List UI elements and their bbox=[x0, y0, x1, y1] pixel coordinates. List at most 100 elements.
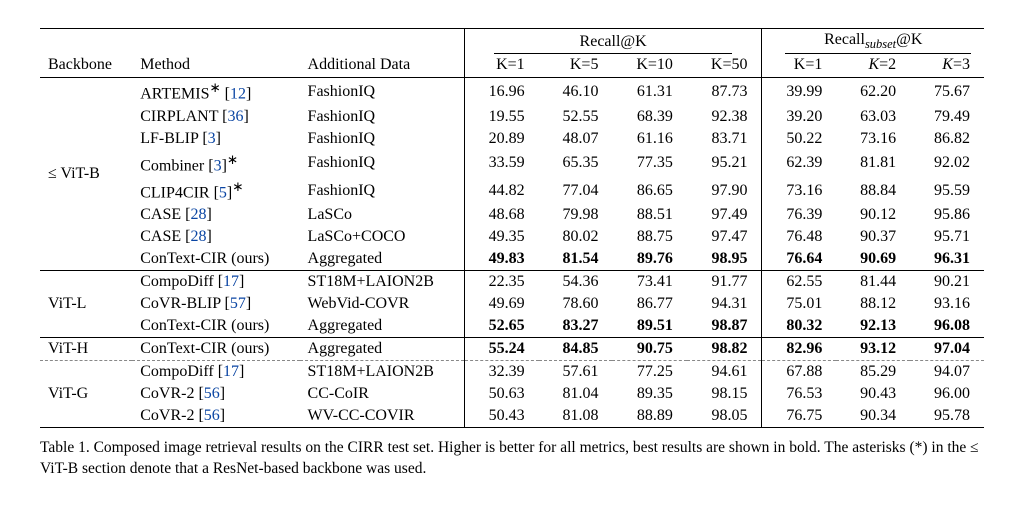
value-cell: 90.21 bbox=[910, 271, 984, 294]
value-cell: 89.76 bbox=[612, 248, 686, 271]
value-cell: 88.75 bbox=[612, 226, 686, 248]
table-body: ≤ ViT-BARTEMIS∗ [12]FashionIQ16.9646.106… bbox=[40, 78, 984, 428]
value-cell: 97.47 bbox=[687, 226, 762, 248]
value-cell: 46.10 bbox=[539, 78, 613, 106]
col-additional-data: Additional Data bbox=[300, 54, 465, 78]
value-cell: 52.65 bbox=[464, 315, 538, 338]
value-cell: 50.43 bbox=[464, 405, 538, 428]
value-cell: 48.68 bbox=[464, 204, 538, 226]
value-cell: 76.75 bbox=[762, 405, 836, 428]
col-ks3: K=3 bbox=[910, 54, 984, 78]
col-method: Method bbox=[132, 54, 299, 78]
value-cell: 33.59 bbox=[464, 150, 538, 177]
value-cell: 90.12 bbox=[836, 204, 910, 226]
table-row: CLIP4CIR [5]∗FashionIQ44.8277.0486.6597.… bbox=[40, 177, 984, 204]
col-ks1: K=1 bbox=[762, 54, 836, 78]
value-cell: 95.21 bbox=[687, 150, 762, 177]
method-cell: CoVR-2 [56] bbox=[132, 405, 299, 428]
citation-link[interactable]: 57 bbox=[230, 295, 246, 312]
citation-link[interactable]: 28 bbox=[190, 228, 206, 245]
value-cell: 76.64 bbox=[762, 248, 836, 271]
value-cell: 49.35 bbox=[464, 226, 538, 248]
additional-data-cell: FashionIQ bbox=[300, 150, 465, 177]
value-cell: 84.85 bbox=[539, 338, 613, 361]
value-cell: 62.55 bbox=[762, 271, 836, 294]
value-cell: 48.07 bbox=[539, 128, 613, 150]
value-cell: 89.35 bbox=[612, 383, 686, 405]
value-cell: 76.39 bbox=[762, 204, 836, 226]
table-row: CoVR-2 [56]CC-CoIR50.6381.0489.3598.1576… bbox=[40, 383, 984, 405]
additional-data-cell: ST18M+LAION2B bbox=[300, 271, 465, 294]
value-cell: 94.61 bbox=[687, 361, 762, 384]
value-cell: 62.39 bbox=[762, 150, 836, 177]
citation-link[interactable]: 3 bbox=[214, 157, 222, 174]
additional-data-cell: ST18M+LAION2B bbox=[300, 361, 465, 384]
value-cell: 16.96 bbox=[464, 78, 538, 106]
citation-link[interactable]: 28 bbox=[190, 206, 206, 223]
citation-link[interactable]: 17 bbox=[223, 273, 239, 290]
value-cell: 88.89 bbox=[612, 405, 686, 428]
method-cell: ConText-CIR (ours) bbox=[132, 315, 299, 338]
value-cell: 90.69 bbox=[836, 248, 910, 271]
value-cell: 93.16 bbox=[910, 293, 984, 315]
citation-link[interactable]: 36 bbox=[228, 108, 244, 125]
citation-link[interactable]: 12 bbox=[230, 86, 246, 103]
additional-data-cell: FashionIQ bbox=[300, 177, 465, 204]
value-cell: 50.63 bbox=[464, 383, 538, 405]
value-cell: 97.49 bbox=[687, 204, 762, 226]
additional-data-cell: FashionIQ bbox=[300, 78, 465, 106]
value-cell: 68.39 bbox=[612, 106, 686, 128]
citation-link[interactable]: 56 bbox=[204, 385, 220, 402]
value-cell: 86.82 bbox=[910, 128, 984, 150]
method-cell: Combiner [3]∗ bbox=[132, 150, 299, 177]
value-cell: 49.83 bbox=[464, 248, 538, 271]
citation-link[interactable]: 5 bbox=[219, 184, 227, 201]
additional-data-cell: FashionIQ bbox=[300, 106, 465, 128]
col-k5: K=5 bbox=[539, 54, 613, 78]
backbone-cell: ViT-H bbox=[40, 338, 132, 361]
value-cell: 86.77 bbox=[612, 293, 686, 315]
value-cell: 77.04 bbox=[539, 177, 613, 204]
citation-link[interactable]: 56 bbox=[204, 407, 220, 424]
value-cell: 92.38 bbox=[687, 106, 762, 128]
value-cell: 80.02 bbox=[539, 226, 613, 248]
value-cell: 44.82 bbox=[464, 177, 538, 204]
header-recall-subset-k: Recallsubset@K bbox=[762, 29, 984, 55]
value-cell: 62.20 bbox=[836, 78, 910, 106]
col-k1: K=1 bbox=[464, 54, 538, 78]
value-cell: 50.22 bbox=[762, 128, 836, 150]
value-cell: 67.88 bbox=[762, 361, 836, 384]
table-row: ViT-HConText-CIR (ours)Aggregated55.2484… bbox=[40, 338, 984, 361]
value-cell: 81.04 bbox=[539, 383, 613, 405]
value-cell: 95.78 bbox=[910, 405, 984, 428]
citation-link[interactable]: 3 bbox=[208, 130, 216, 147]
value-cell: 57.61 bbox=[539, 361, 613, 384]
table-row: CASE [28]LaSCo+COCO49.3580.0288.7597.477… bbox=[40, 226, 984, 248]
col-k10: K=10 bbox=[612, 54, 686, 78]
value-cell: 75.01 bbox=[762, 293, 836, 315]
value-cell: 98.82 bbox=[687, 338, 762, 361]
value-cell: 32.39 bbox=[464, 361, 538, 384]
results-table: Recall@K Recallsubset@K Backbone Method … bbox=[40, 28, 984, 428]
value-cell: 77.35 bbox=[612, 150, 686, 177]
value-cell: 83.71 bbox=[687, 128, 762, 150]
value-cell: 55.24 bbox=[464, 338, 538, 361]
table-row: CASE [28]LaSCo48.6879.9888.5197.4976.399… bbox=[40, 204, 984, 226]
method-cell: CASE [28] bbox=[132, 204, 299, 226]
method-cell: CLIP4CIR [5]∗ bbox=[132, 177, 299, 204]
additional-data-cell: WebVid-COVR bbox=[300, 293, 465, 315]
value-cell: 76.48 bbox=[762, 226, 836, 248]
table-row: CIRPLANT [36]FashionIQ19.5552.5568.3992.… bbox=[40, 106, 984, 128]
header-recall-k: Recall@K bbox=[464, 29, 762, 55]
value-cell: 39.99 bbox=[762, 78, 836, 106]
value-cell: 92.13 bbox=[836, 315, 910, 338]
citation-link[interactable]: 17 bbox=[223, 363, 239, 380]
value-cell: 22.35 bbox=[464, 271, 538, 294]
header-columns-row: Backbone Method Additional Data K=1 K=5 … bbox=[40, 54, 984, 78]
value-cell: 98.15 bbox=[687, 383, 762, 405]
value-cell: 95.71 bbox=[910, 226, 984, 248]
method-cell: CompoDiff [17] bbox=[132, 361, 299, 384]
value-cell: 39.20 bbox=[762, 106, 836, 128]
additional-data-cell: LaSCo bbox=[300, 204, 465, 226]
value-cell: 95.59 bbox=[910, 177, 984, 204]
